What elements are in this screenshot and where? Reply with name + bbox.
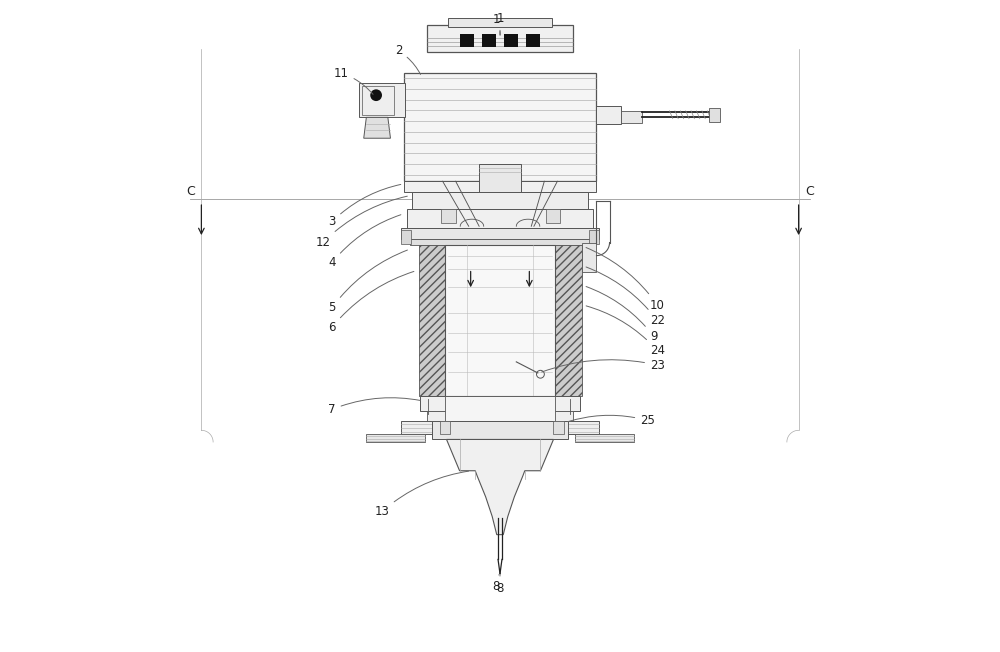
Text: 2: 2 (395, 44, 421, 74)
Circle shape (370, 89, 382, 101)
Text: 3: 3 (328, 185, 401, 228)
Bar (362, 86, 394, 115)
Bar (420, 396, 580, 411)
Bar (359, 83, 405, 117)
Bar (427, 411, 573, 421)
Bar (440, 421, 450, 434)
Text: 23: 23 (542, 359, 665, 372)
Bar (419, 245, 445, 396)
Bar (479, 164, 521, 192)
Text: C: C (186, 185, 195, 198)
Bar (401, 421, 599, 434)
Text: 6: 6 (328, 271, 414, 334)
Bar (482, 34, 496, 47)
Bar (410, 239, 590, 245)
Bar (460, 34, 474, 47)
Bar (441, 209, 456, 223)
Text: 12: 12 (315, 196, 407, 249)
Bar (366, 434, 425, 442)
Bar (432, 421, 568, 439)
Polygon shape (364, 117, 390, 138)
Text: 8: 8 (496, 575, 504, 595)
Text: 24: 24 (586, 306, 665, 357)
Text: 1: 1 (496, 12, 504, 35)
Bar (404, 73, 596, 181)
Text: 4: 4 (328, 215, 401, 269)
Bar (596, 106, 621, 124)
Text: 10: 10 (586, 248, 665, 312)
Bar (575, 434, 634, 442)
Bar (526, 34, 540, 47)
Bar (582, 243, 596, 272)
Bar (546, 209, 560, 223)
Text: 1: 1 (493, 13, 500, 35)
Bar (404, 181, 596, 192)
Text: 25: 25 (568, 414, 655, 427)
Bar (555, 245, 582, 396)
Text: 7: 7 (328, 398, 420, 416)
Bar (709, 108, 720, 122)
Text: 22: 22 (586, 267, 665, 327)
Text: 11: 11 (334, 67, 373, 95)
Text: 9: 9 (586, 286, 657, 343)
Bar (407, 209, 593, 228)
Bar (589, 230, 599, 244)
Bar (504, 34, 518, 47)
Text: C: C (805, 185, 814, 198)
Bar (553, 421, 564, 434)
Text: 8: 8 (493, 575, 500, 593)
Bar (401, 228, 599, 239)
Bar (401, 230, 411, 244)
Bar (445, 396, 555, 421)
Bar (445, 245, 555, 396)
Bar (448, 18, 552, 27)
Polygon shape (447, 439, 553, 535)
Bar (427, 25, 573, 52)
Text: 13: 13 (374, 471, 469, 518)
Text: 5: 5 (328, 250, 407, 314)
Bar (621, 111, 642, 123)
Bar (412, 192, 588, 209)
